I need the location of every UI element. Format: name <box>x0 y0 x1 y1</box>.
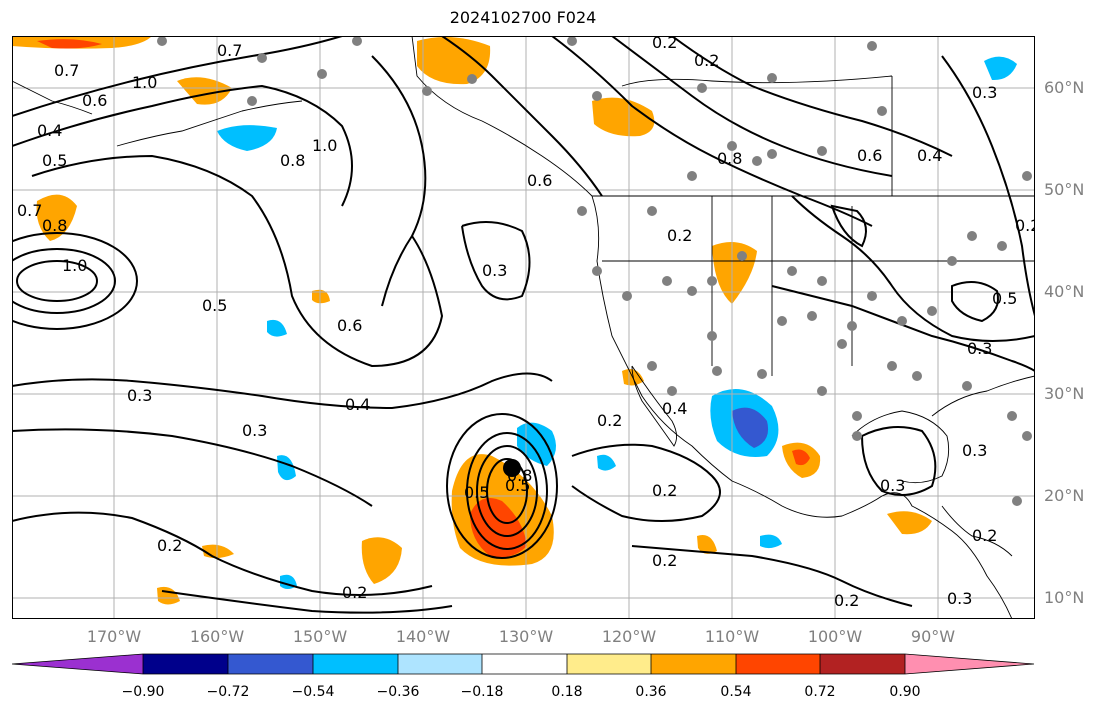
contour-label: 0.4 <box>917 146 942 165</box>
contour-label: 0.2 <box>652 481 677 500</box>
lat-label-20n: 20°N <box>1044 486 1085 505</box>
contour-label: 0.2 <box>342 583 367 602</box>
contour-label: 0.3 <box>962 441 987 460</box>
colorbar-tick: −0.90 <box>121 684 165 700</box>
contour-label: 0.2 <box>157 536 182 555</box>
contour-label: 0.5 <box>464 483 489 502</box>
contour-label: 0.2 <box>652 551 677 570</box>
storm-center-marker <box>503 459 521 477</box>
contour-label: 0.6 <box>82 91 107 110</box>
colorbar-tick: −0.54 <box>291 684 335 700</box>
lat-label-50n: 50°N <box>1044 180 1085 199</box>
contour-label: 0.3 <box>127 386 152 405</box>
contour-label: 0.6 <box>527 171 552 190</box>
colorbar-segment <box>143 654 228 674</box>
colorbar-tick: 0.90 <box>889 684 921 700</box>
colorbar-segment <box>651 654 736 674</box>
contour-label: 0.3 <box>947 589 972 608</box>
colorbar-segment <box>905 654 1034 674</box>
contour-label: 0.2 <box>597 411 622 430</box>
contour-label: 0.2 <box>652 36 677 52</box>
contour-label: 0.3 <box>880 476 905 495</box>
contour-label: 1.0 <box>62 256 87 275</box>
contour-label: 0.8 <box>42 216 67 235</box>
contour-label: 0.6 <box>337 316 362 335</box>
contour-label: 0.4 <box>37 121 62 140</box>
contour-label: 0.2 <box>694 51 719 70</box>
lon-label-150w: 150°W <box>292 627 348 646</box>
contour-label: 0.8 <box>507 466 532 485</box>
contour-label: 0.5 <box>992 289 1017 308</box>
contour-label: 0.7 <box>54 61 79 80</box>
contour-label: 0.2 <box>834 591 859 610</box>
lat-label-40n: 40°N <box>1044 282 1085 301</box>
colorbar-segment <box>482 654 567 674</box>
colorbar-segment <box>820 654 905 674</box>
contour-label: 0.5 <box>505 476 530 495</box>
colorbar-tick: −0.36 <box>376 684 420 700</box>
contour-label: 0.4 <box>662 399 687 418</box>
contour-label: 0.7 <box>17 201 42 220</box>
lon-label-140w: 140°W <box>395 627 451 646</box>
contour-label: 0.3 <box>242 421 267 440</box>
contour-label: 0.6 <box>857 146 882 165</box>
contour-label: 0.3 <box>972 83 997 102</box>
lon-label-160w: 160°W <box>189 627 245 646</box>
lon-label-100w: 100°W <box>807 627 863 646</box>
lat-label-60n: 60°N <box>1044 78 1085 97</box>
colorbar-segment <box>12 654 143 674</box>
lon-label-90w: 90°W <box>910 627 956 646</box>
colorbar <box>12 653 1035 675</box>
map-panel: 0.7 1.0 0.7 0.6 0.4 0.5 0.7 0.8 1.0 0.5 … <box>12 36 1035 619</box>
colorbar-tick: 0.72 <box>804 684 836 700</box>
contour-label: 0.4 <box>345 395 370 414</box>
contour-label: 0.2 <box>667 226 692 245</box>
contour-label: 0.2 <box>1015 216 1035 235</box>
contour-label: 1.0 <box>312 136 337 155</box>
contour-label: 0.3 <box>967 339 992 358</box>
lat-label-30n: 30°N <box>1044 384 1085 403</box>
colorbar-segment <box>567 654 651 674</box>
colorbar-tick: −0.72 <box>206 684 250 700</box>
colorbar-tick: −0.18 <box>460 684 504 700</box>
colorbar-tick: 0.36 <box>635 684 667 700</box>
lon-label-130w: 130°W <box>498 627 554 646</box>
contour-label: 0.2 <box>972 526 997 545</box>
colorbar-segment <box>228 654 313 674</box>
lon-label-170w: 170°W <box>86 627 142 646</box>
contour-label: 0.5 <box>42 151 67 170</box>
colorbar-tick: 0.54 <box>720 684 752 700</box>
colorbar-segment <box>736 654 820 674</box>
lon-label-120w: 120°W <box>601 627 657 646</box>
contour-label: 0.8 <box>717 149 742 168</box>
contour-label: 0.3 <box>482 261 507 280</box>
contour-label: 0.8 <box>280 151 305 170</box>
colorbar-segment <box>398 654 482 674</box>
map-title: 2024102700 F024 <box>449 8 597 27</box>
contour-label: 1.0 <box>132 73 157 92</box>
colorbar-tick: 0.18 <box>551 684 583 700</box>
contour-label-group: 0.7 1.0 0.7 0.6 0.4 0.5 0.7 0.8 1.0 0.5 … <box>17 36 1035 610</box>
contour-label: 0.7 <box>217 41 242 60</box>
lon-label-110w: 110°W <box>704 627 760 646</box>
colorbar-segment <box>313 654 398 674</box>
contour-label: 0.5 <box>202 296 227 315</box>
contour-lines <box>12 36 1035 614</box>
lat-label-10n: 10°N <box>1044 588 1085 607</box>
station-dots <box>157 36 1032 506</box>
